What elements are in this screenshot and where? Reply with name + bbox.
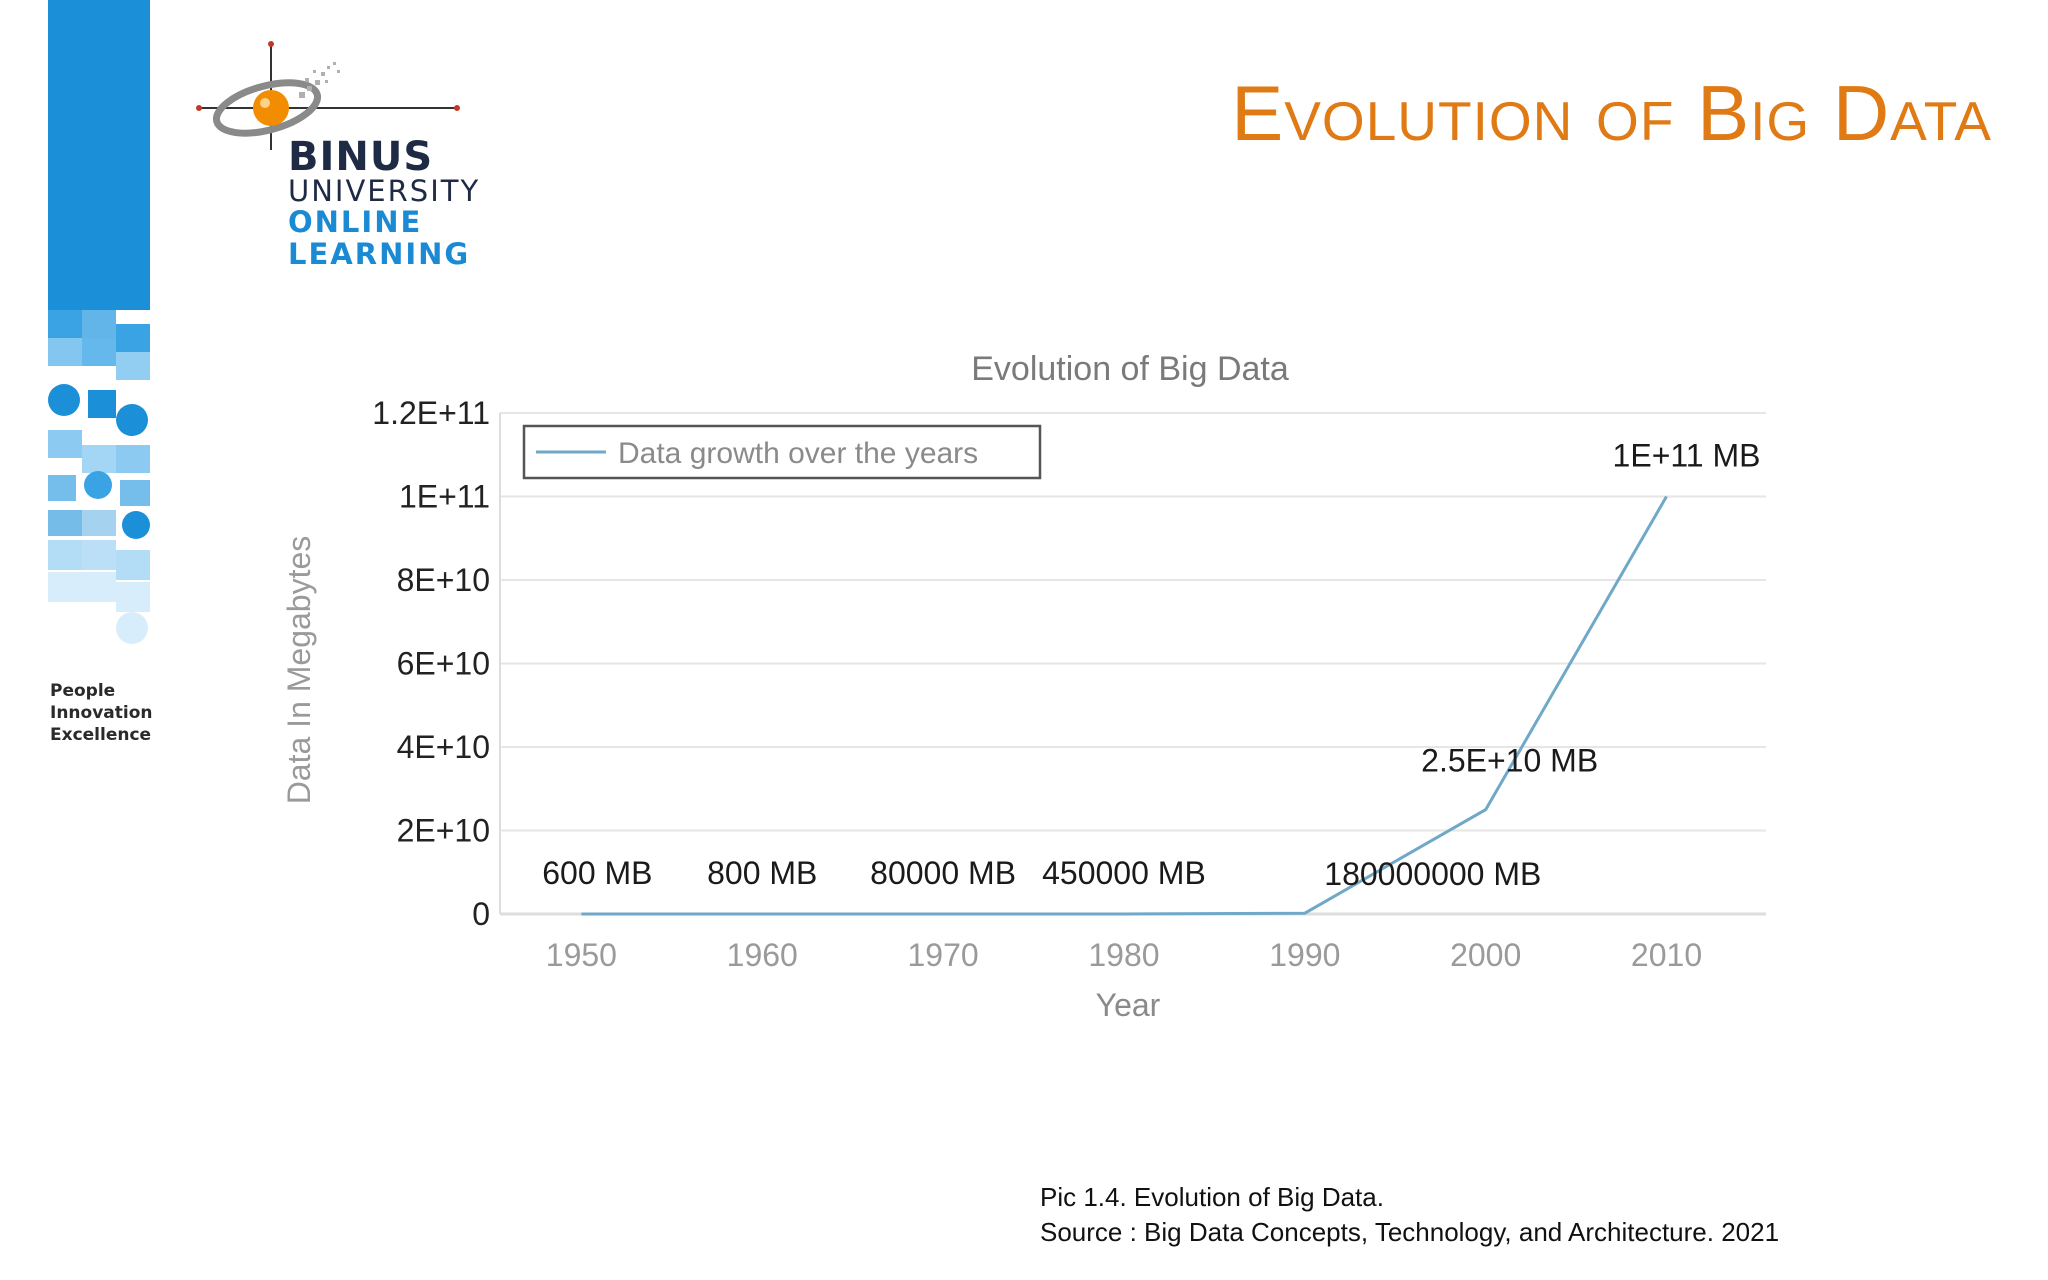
x-tick-label: 1990	[1269, 937, 1340, 973]
chart-legend: Data growth over the years	[522, 424, 1042, 480]
brand-strip-mosaic	[48, 310, 150, 644]
y-tick-label: 4E+10	[397, 729, 490, 765]
caption-line-1: Pic 1.4. Evolution of Big Data.	[1040, 1182, 1384, 1212]
logo-text-learning: LEARNING	[288, 237, 471, 271]
y-tick-label: 1E+11	[399, 479, 490, 515]
y-axis-ticks: 0 2E+10 4E+10 6E+10 8E+10 1E+11 1.2E+11	[372, 395, 490, 932]
caption-line-2: Source : Big Data Concepts, Technology, …	[1040, 1217, 1780, 1247]
logo-text-online: ONLINE	[288, 205, 423, 239]
x-tick-label: 2000	[1450, 937, 1521, 973]
y-tick-label: 1.2E+11	[372, 395, 490, 431]
data-label: 800 MB	[707, 855, 817, 891]
x-tick-label: 1970	[908, 937, 979, 973]
data-label: 600 MB	[542, 855, 652, 891]
data-label: 1E+11 MB	[1613, 438, 1761, 474]
x-tick-label: 1960	[727, 937, 798, 973]
x-tick-label: 1980	[1088, 937, 1159, 973]
x-tick-label: 2010	[1631, 937, 1702, 973]
logo-text-binus: BINUS	[288, 134, 434, 180]
brand-strip-solid	[48, 0, 150, 310]
series-line-data-growth	[581, 495, 1668, 916]
data-labels: 600 MB 800 MB 80000 MB 450000 MB 180000000 M…	[542, 438, 1760, 893]
figure-caption: Pic 1.4. Evolution of Big Data. Source :…	[1040, 1180, 1779, 1250]
brand-strip	[48, 0, 150, 650]
legend-box	[522, 424, 1042, 480]
data-label: 450000 MB	[1042, 855, 1206, 891]
binus-logo: BINUS UNIVERSITY ONLINE LEARNING	[195, 40, 495, 280]
data-label: 80000 MB	[870, 855, 1016, 891]
x-tick-label: 1950	[546, 937, 617, 973]
y-tick-label: 6E+10	[397, 646, 490, 682]
x-axis-ticks: 1950 1960 1970 1980 1990 2000 2010	[546, 937, 1702, 973]
legend-label: Data growth over the years	[618, 437, 978, 470]
data-label: 180000000 MB	[1324, 856, 1541, 892]
chart-title: Evolution of Big Data	[971, 350, 1289, 388]
tagline-line: Excellence	[50, 725, 152, 745]
y-tick-label: 0	[472, 896, 490, 932]
tagline-line: Innovation	[50, 703, 153, 723]
tagline-line: People	[50, 681, 116, 701]
x-axis-label: Year	[1096, 987, 1161, 1023]
y-tick-label: 2E+10	[397, 813, 490, 849]
y-axis-label: Data In Megabytes	[281, 536, 317, 805]
chart-grid	[500, 412, 1766, 832]
logo-text-university: UNIVERSITY	[288, 174, 481, 208]
slide-title: Evolution of Big Data	[1231, 69, 1992, 157]
y-tick-label: 8E+10	[397, 562, 490, 598]
data-label: 2.5E+10 MB	[1421, 743, 1598, 779]
globe-logo-icon	[196, 41, 460, 150]
tagline: People Innovation Excellence	[50, 680, 153, 746]
